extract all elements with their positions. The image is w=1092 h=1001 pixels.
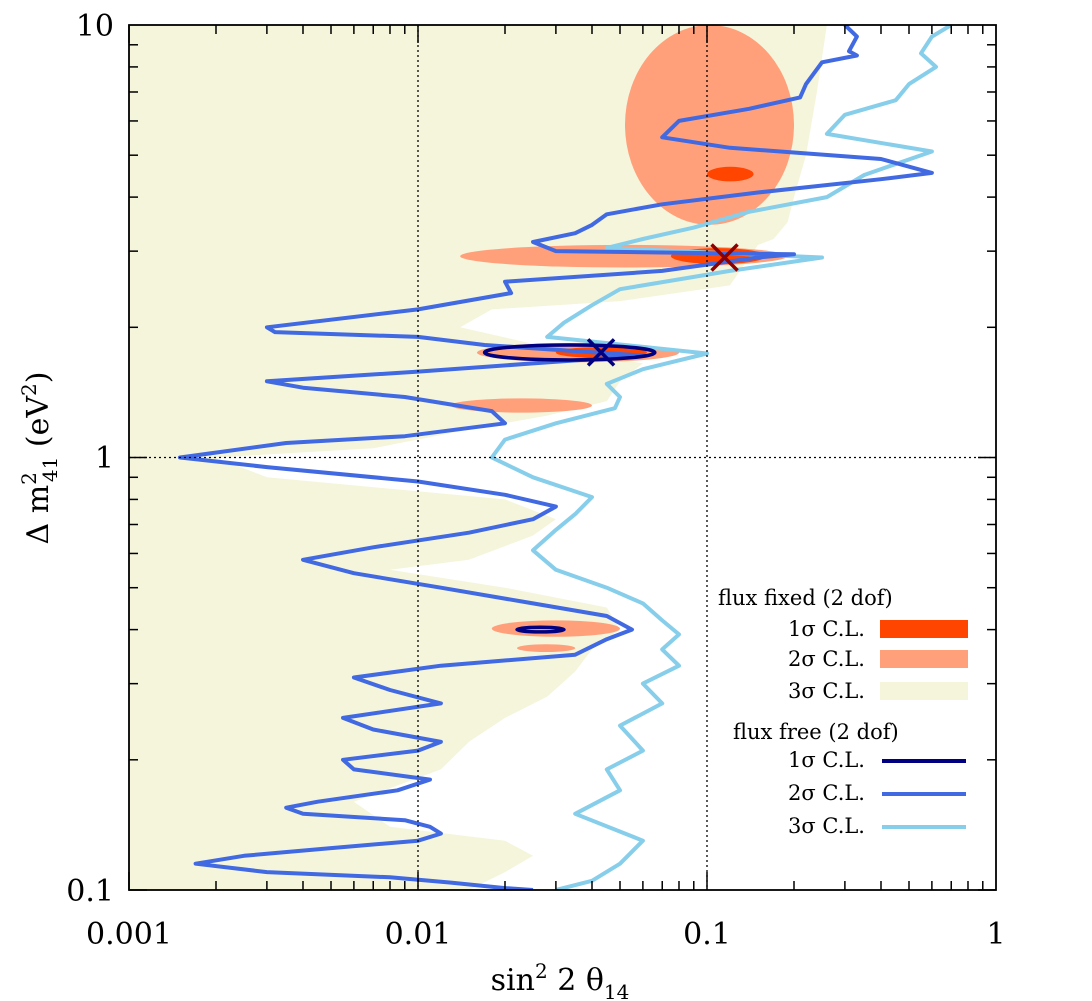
x-tick-label: 0.1: [683, 917, 731, 952]
y-axis-title: Δ m241 (eV2): [17, 372, 62, 545]
legend-title-flux-free: flux free (2 dof): [733, 720, 899, 744]
legend-label-free-2sigma: 2σ C.L.: [788, 781, 865, 805]
gridlines: [129, 25, 996, 890]
free-1sigma-contour: [482, 343, 657, 362]
fixed-2sigma-island: [451, 398, 592, 413]
x-tick-labels: 0.001 0.01 0.1 1: [86, 917, 1005, 952]
contour-free-1sigma: [482, 343, 657, 634]
x-tick-label: 1: [986, 917, 1005, 952]
x-tick-label: 0.001: [86, 917, 172, 952]
legend: flux fixed (2 dof) 1σ C.L. 2σ C.L. 3σ C.…: [718, 586, 968, 838]
legend-label-fixed-1sigma: 1σ C.L.: [788, 617, 865, 641]
legend-title-flux-fixed: flux fixed (2 dof): [718, 586, 893, 610]
legend-label-fixed-3sigma: 3σ C.L.: [788, 679, 865, 703]
legend-swatch-fixed-2sigma: [880, 650, 968, 668]
x-tick-label: 0.01: [385, 917, 452, 952]
best-fit-flux-free-marker: [586, 338, 616, 367]
free-1sigma-contour: [515, 625, 566, 634]
plot-frame: [128, 24, 997, 891]
legend-swatch-fixed-3sigma: [880, 682, 968, 700]
best-fit-markers: [586, 243, 739, 367]
plot-area: [129, 25, 953, 890]
best-fit-flux-fixed-marker: [710, 243, 739, 272]
x-axis-title: sin2 2 θ14: [491, 959, 630, 1001]
contour-free-2sigma: [177, 25, 934, 890]
y-tick-label: 0.1: [66, 874, 114, 909]
legend-swatch-fixed-1sigma: [880, 620, 968, 638]
legend-label-free-3sigma: 3σ C.L.: [788, 814, 865, 838]
region-fixed-3sigma: [129, 25, 827, 890]
y-tick-label: 10: [76, 9, 114, 44]
fixed-2sigma-island: [625, 25, 794, 225]
legend-label-free-1sigma: 1σ C.L.: [788, 748, 865, 772]
fixed-2sigma-island: [517, 644, 576, 652]
y-tick-labels: 0.1 1 10: [66, 9, 114, 909]
fixed-1sigma-island: [707, 166, 754, 182]
legend-label-fixed-2sigma: 2σ C.L.: [788, 647, 865, 671]
y-tick-label: 1: [95, 441, 114, 476]
